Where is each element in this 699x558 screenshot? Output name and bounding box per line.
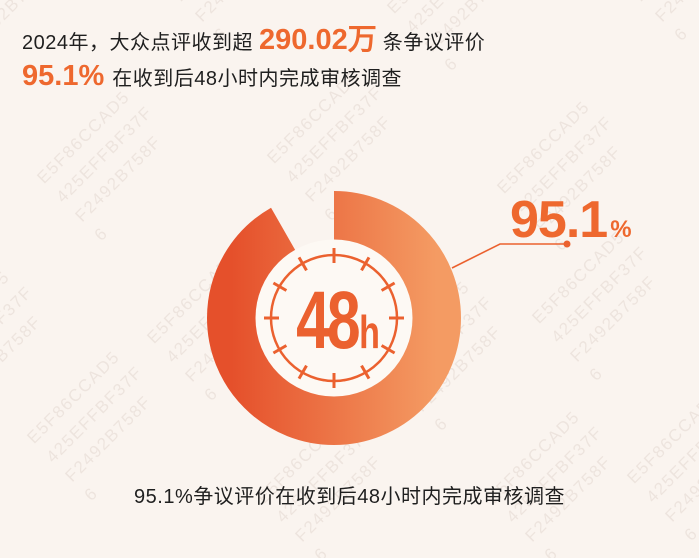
clock-ticks <box>264 248 404 388</box>
percentage-callout: 95.1 % <box>510 190 632 250</box>
clock-tick <box>297 256 308 272</box>
gauge-center-value: 48 <box>296 275 361 366</box>
clock-face <box>255 239 413 397</box>
headline-1-prefix: 2024年，大众点评收到超 <box>22 32 253 54</box>
clock-tick <box>380 344 396 355</box>
gauge-ring-arc <box>207 191 461 445</box>
headline-2: 95.1% 在收到后48小时内完成审核调查 <box>22 60 402 93</box>
headline-2-highlight: 95.1% <box>22 60 105 92</box>
headline-2-text: 在收到后48小时内完成审核调查 <box>112 68 402 90</box>
callout-percent-sign: % <box>610 216 632 243</box>
clock-tick <box>360 364 371 380</box>
clock-tick <box>380 281 396 292</box>
callout-leader-dot <box>563 240 571 248</box>
clock-tick <box>272 281 288 292</box>
callout-leader-line <box>451 243 566 269</box>
headline-1-highlight: 290.02万 <box>259 24 377 56</box>
gauge-center-label: 48 h <box>279 280 397 362</box>
clock-tick <box>272 344 288 355</box>
clock-tick <box>360 256 371 272</box>
chart-caption: 95.1%争议评价在收到后48小时内完成审核调查 <box>134 486 565 508</box>
headline-1-suffix: 条争议评价 <box>382 32 486 54</box>
callout-value: 95.1 <box>510 191 608 249</box>
clock-tick <box>297 364 308 380</box>
gauge-center-unit: h <box>359 306 380 358</box>
headline-1: 2024年，大众点评收到超 290.02万 条争议评价 <box>22 16 485 58</box>
